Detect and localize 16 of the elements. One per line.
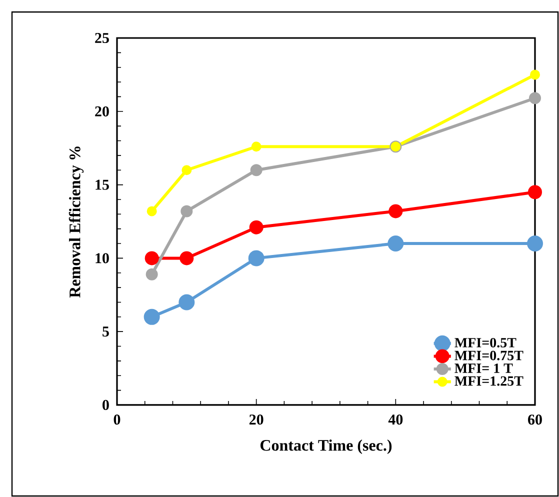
x-axis-title: Contact Time (sec.) <box>260 440 392 454</box>
y-tick-label: 15 <box>96 180 109 190</box>
y-axis-title: Removal Efficiency % <box>68 146 84 298</box>
x-tick-label: 0 <box>114 414 120 425</box>
y-tick-label: 5 <box>102 326 109 337</box>
legend-label: MFI=0.75T <box>454 350 524 360</box>
y-tick-label: 10 <box>96 253 109 264</box>
legend-label: MFI=1.25T <box>454 376 524 386</box>
x-tick-label: 60 <box>528 414 542 425</box>
legend-label: MFI= 1 T <box>454 364 513 373</box>
legend-label: MFI=0.5T <box>454 338 516 348</box>
y-tick-label: 0 <box>102 400 109 410</box>
x-tick-label: 40 <box>388 414 403 425</box>
y-tick-label: 25 <box>95 32 109 44</box>
x-tick-label: 20 <box>249 414 264 425</box>
y-tick-label: 20 <box>95 106 109 116</box>
